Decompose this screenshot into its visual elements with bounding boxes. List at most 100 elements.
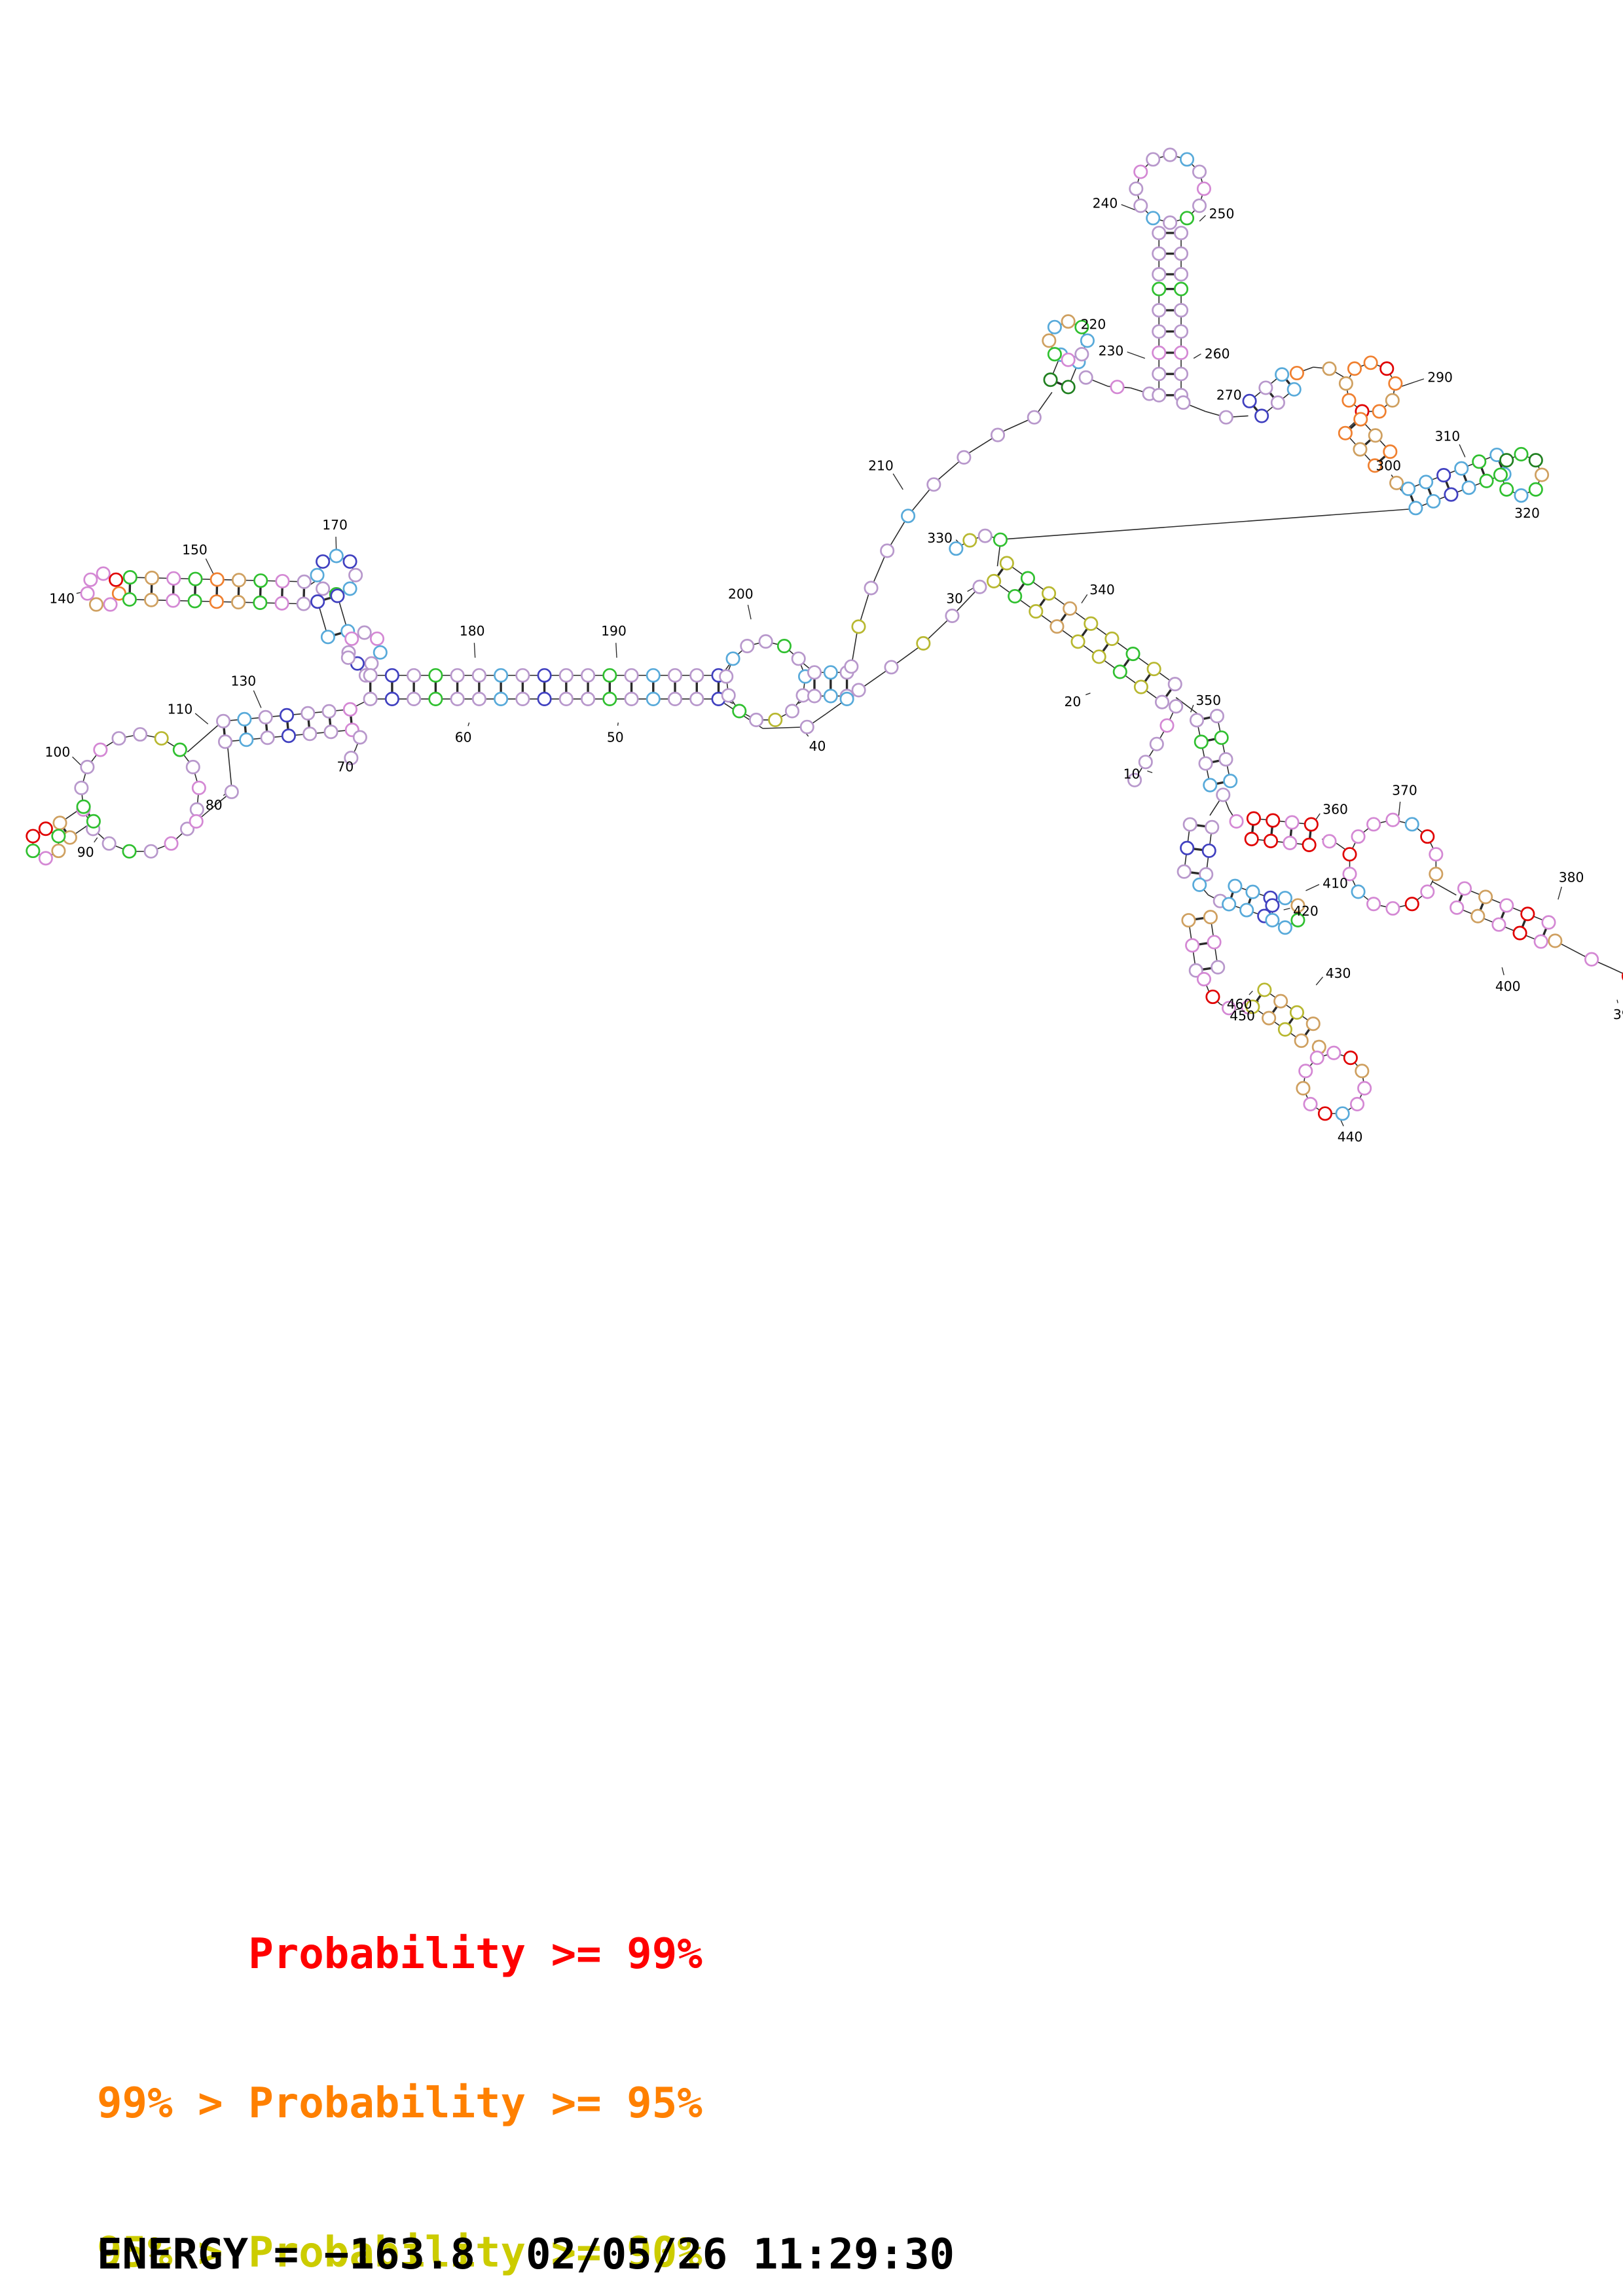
nucleotide-dot xyxy=(1133,164,1148,179)
nucleotide-dot xyxy=(109,572,124,587)
position-label: 20 xyxy=(1064,694,1081,709)
nucleotide-dot xyxy=(839,691,854,706)
backbone-line xyxy=(227,742,232,788)
nucleotide-dot xyxy=(1146,662,1161,677)
nucleotide-dot xyxy=(1223,774,1238,789)
energy-readout: ENERGY = −163.8 02/05/26 11:29:30 xyxy=(97,2231,955,2279)
nucleotide-dot xyxy=(239,732,254,747)
nucleotide-dot xyxy=(515,668,530,683)
nucleotide-dot xyxy=(1514,446,1529,461)
nucleotide-dot xyxy=(1317,1106,1332,1121)
nucleotide-dot xyxy=(1528,453,1543,468)
nucleotide-dot xyxy=(352,730,367,745)
nucleotide-dot xyxy=(185,759,200,775)
nucleotide-dot xyxy=(281,728,296,744)
nucleotide-dot xyxy=(494,668,509,683)
nucleotide-dot xyxy=(1182,817,1197,832)
nucleotide-dot xyxy=(1152,281,1167,296)
nucleotide-dot xyxy=(51,829,66,844)
position-label: 450 xyxy=(1230,1008,1255,1024)
nucleotide-dot xyxy=(344,751,359,766)
nucleotide-dot xyxy=(179,821,195,836)
nucleotide-dot xyxy=(187,594,202,609)
position-label: 90 xyxy=(77,844,94,860)
nucleotide-dot xyxy=(52,816,67,831)
nucleotide-dot xyxy=(1429,867,1444,882)
nucleotide-dot xyxy=(258,709,273,725)
nucleotide-dot xyxy=(689,691,704,706)
nucleotide-dot xyxy=(1207,935,1222,950)
nucleotide-dot xyxy=(1070,634,1085,649)
nucleotide-dot xyxy=(1383,444,1398,459)
label-tick xyxy=(1147,770,1153,774)
nucleotide-dot xyxy=(1061,352,1076,367)
nucleotide-dot xyxy=(1389,475,1404,490)
nucleotide-dot xyxy=(1533,934,1548,949)
nucleotide-dot xyxy=(1211,960,1226,975)
nucleotide-dot xyxy=(1173,267,1189,282)
nucleotide-dot xyxy=(799,719,814,734)
nucleotide-dot xyxy=(384,691,399,706)
nucleotide-dot xyxy=(807,665,822,680)
nucleotide-dot xyxy=(1049,619,1065,634)
nucleotide-dot xyxy=(1303,1096,1318,1112)
nucleotide-dot xyxy=(926,477,941,492)
nucleotide-dot xyxy=(357,625,372,640)
nucleotide-dot xyxy=(987,573,1002,588)
nucleotide-dot xyxy=(646,691,661,706)
label-tick xyxy=(467,722,470,726)
position-label: 370 xyxy=(1392,782,1417,798)
nucleotide-dot xyxy=(407,691,422,706)
label-tick xyxy=(1501,967,1504,975)
nucleotide-dot xyxy=(188,571,203,586)
nucleotide-dot xyxy=(1173,303,1189,318)
nucleotide-layer xyxy=(26,147,1623,1121)
nucleotide-dot xyxy=(279,708,295,723)
nucleotide-dot xyxy=(1167,677,1182,692)
nucleotide-dot xyxy=(945,608,960,623)
nucleotide-dot xyxy=(342,702,357,717)
nucleotide-dot xyxy=(1304,817,1319,832)
backbone-line xyxy=(1432,881,1457,896)
nucleotide-dot xyxy=(1355,1064,1370,1079)
nucleotide-dot xyxy=(340,650,356,665)
nucleotide-dot xyxy=(164,836,179,851)
label-tick xyxy=(617,722,619,726)
label-tick xyxy=(1616,999,1618,1003)
nucleotide-dot xyxy=(719,669,734,684)
nucleotide-dot xyxy=(101,836,117,851)
nucleotide-dot xyxy=(581,691,596,706)
nucleotide-dot xyxy=(1353,442,1368,457)
nucleotide-dot xyxy=(1342,847,1357,862)
position-label: 100 xyxy=(45,744,71,760)
nucleotide-dot xyxy=(1285,815,1300,830)
nucleotide-dot xyxy=(1258,380,1273,395)
nucleotide-dot xyxy=(515,691,530,706)
nucleotide-dot xyxy=(1127,772,1142,787)
position-label: 260 xyxy=(1205,346,1230,361)
position-label: 220 xyxy=(1081,316,1106,332)
position-label: 190 xyxy=(601,623,627,639)
nucleotide-dot xyxy=(1244,831,1259,846)
nucleotide-dot xyxy=(823,665,838,680)
nucleotide-dot xyxy=(348,567,363,583)
nucleotide-dot xyxy=(172,742,187,757)
nucleotide-dot xyxy=(1152,303,1167,318)
nucleotide-dot xyxy=(624,668,639,683)
nucleotide-dot xyxy=(1192,877,1207,892)
label-layer: 240 250 220 230 260 270 290 300 310 320 210 200 330 1… xyxy=(45,196,1623,1145)
nucleotide-dot xyxy=(1294,1033,1309,1049)
position-label: 130 xyxy=(231,673,257,689)
nucleotide-dot xyxy=(1388,376,1403,391)
nucleotide-dot xyxy=(274,596,289,611)
label-tick xyxy=(1193,353,1201,359)
nucleotide-dot xyxy=(321,704,337,719)
nucleotide-dot xyxy=(189,802,204,817)
label-tick xyxy=(615,643,617,658)
nucleotide-dot xyxy=(1173,345,1189,360)
nucleotide-dot xyxy=(191,780,206,795)
nucleotide-dot xyxy=(1368,428,1383,443)
label-tick xyxy=(1558,886,1562,900)
nucleotide-dot xyxy=(1180,840,1195,855)
nucleotide-dot xyxy=(1351,884,1366,899)
